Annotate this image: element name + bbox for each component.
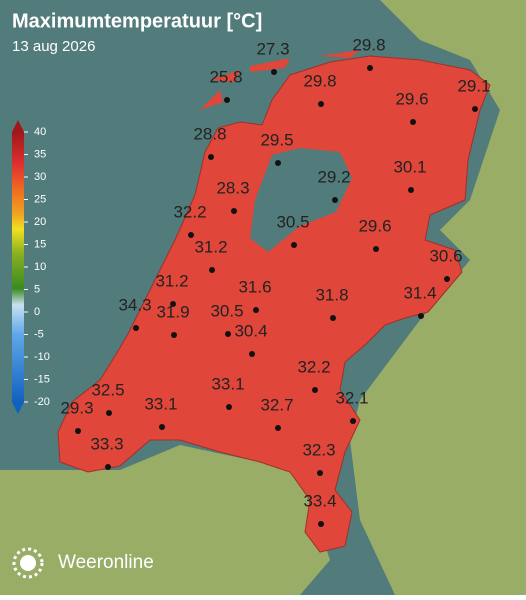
date: 13 aug 2026 — [12, 38, 95, 55]
brand: Weeronline — [58, 552, 154, 573]
legend-label: 0 — [34, 306, 40, 318]
station-value: 29.8 — [352, 35, 385, 54]
station-dot — [312, 387, 318, 393]
station-value: 33.3 — [90, 434, 123, 453]
station-value: 33.1 — [144, 394, 177, 413]
station-value: 29.6 — [358, 216, 391, 235]
title: Maximumtemperatuur [°C] — [12, 10, 262, 32]
legend-label: 20 — [34, 216, 46, 228]
islands — [200, 50, 360, 110]
station-value: 32.7 — [260, 395, 293, 414]
legend-label: 10 — [34, 261, 46, 273]
legend-label: 30 — [34, 171, 46, 183]
legend-label: -10 — [34, 351, 50, 363]
station-dot — [410, 119, 416, 125]
station-dot — [291, 242, 297, 248]
station-value: 29.6 — [395, 89, 428, 108]
station-dot — [330, 315, 336, 321]
station-dot — [231, 208, 237, 214]
station-value: 25.8 — [209, 67, 242, 86]
station-dot — [171, 332, 177, 338]
legend-arrow — [12, 402, 24, 414]
station-value: 31.8 — [315, 285, 348, 304]
station-value: 33.4 — [303, 491, 336, 510]
station-dot — [367, 65, 373, 71]
station-dot — [188, 232, 194, 238]
station-dot — [105, 464, 111, 470]
legend-bar — [12, 132, 24, 402]
station-value: 30.1 — [393, 157, 426, 176]
station-dot — [271, 69, 277, 75]
station-dot — [373, 246, 379, 252]
station-value: 32.5 — [91, 380, 124, 399]
station-dot — [275, 160, 281, 166]
station-dot — [444, 276, 450, 282]
legend-label: -5 — [34, 328, 44, 340]
station-value: 30.5 — [276, 212, 309, 231]
legend-label: -15 — [34, 373, 50, 385]
station-value: 31.9 — [156, 302, 189, 321]
station-value: 29.2 — [317, 167, 350, 186]
station-value: 31.2 — [194, 237, 227, 256]
station-dot — [318, 521, 324, 527]
station-value: 30.5 — [210, 301, 243, 320]
station-value: 28.8 — [193, 124, 226, 143]
station-value: 28.3 — [216, 178, 249, 197]
station-dot — [418, 313, 424, 319]
legend-label: 35 — [34, 148, 46, 160]
logo — [12, 547, 44, 579]
station-dot — [226, 404, 232, 410]
station-value: 31.6 — [238, 277, 271, 296]
station-value: 27.3 — [256, 39, 289, 58]
legend-label: 15 — [34, 238, 46, 250]
station-dot — [275, 425, 281, 431]
legend-label: 40 — [34, 126, 46, 138]
station-dot — [253, 307, 259, 313]
netherlands — [57, 55, 491, 553]
station-value: 29.3 — [60, 398, 93, 417]
station-dot — [208, 154, 214, 160]
station-value: 29.5 — [260, 130, 293, 149]
station-value: 29.8 — [303, 71, 336, 90]
legend-label: 25 — [34, 193, 46, 205]
station-value: 31.2 — [155, 271, 188, 290]
station-value: 32.3 — [302, 440, 335, 459]
station-value: 33.1 — [211, 374, 244, 393]
station-dot — [317, 470, 323, 476]
station-dot — [472, 106, 478, 112]
station-dot — [225, 331, 231, 337]
station-dot — [209, 267, 215, 273]
station-dot — [408, 187, 414, 193]
station-dot — [332, 197, 338, 203]
ijsselmeer — [250, 148, 352, 252]
station-dot — [318, 101, 324, 107]
station-value: 34.3 — [118, 295, 151, 314]
station-value: 30.6 — [429, 246, 462, 265]
station-dot — [224, 97, 230, 103]
station-value: 31.4 — [403, 283, 436, 302]
legend-label: 5 — [34, 283, 40, 295]
station-dot — [106, 410, 112, 416]
legend-arrow — [12, 120, 24, 132]
station-value: 32.2 — [173, 202, 206, 221]
station-value: 30.4 — [234, 321, 267, 340]
station-dot — [159, 424, 165, 430]
flevoland — [295, 218, 355, 262]
station-value: 32.2 — [297, 357, 330, 376]
station-dot — [249, 351, 255, 357]
station-value: 32.1 — [335, 388, 368, 407]
legend-label: -20 — [34, 396, 50, 408]
station-dot — [170, 301, 176, 307]
station-dot — [75, 428, 81, 434]
station-dot — [350, 418, 356, 424]
station-value: 29.1 — [457, 76, 490, 95]
station-dot — [133, 325, 139, 331]
